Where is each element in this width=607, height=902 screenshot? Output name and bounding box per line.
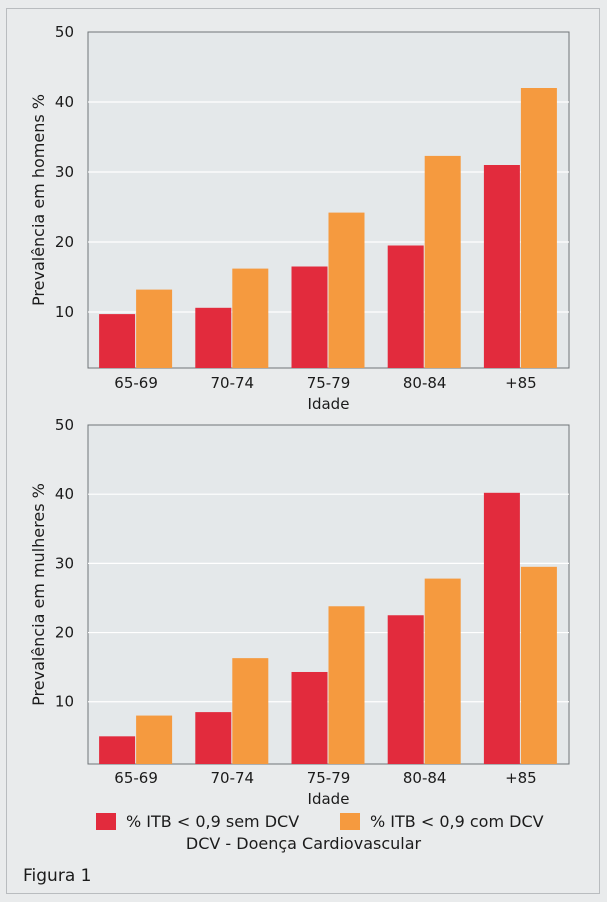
bar-sem-dcv-70-74 [195, 712, 232, 764]
y-tick-label: 50 [55, 416, 74, 434]
bar-sem-dcv-65-69 [99, 736, 136, 764]
legend-note: DCV - Doença Cardiovascular [185, 834, 422, 853]
legend-label-com-dcv: % ITB < 0,9 com DCV [370, 812, 544, 831]
y-tick-label: 40 [55, 485, 74, 503]
bar-sem-dcv-70-74 [195, 307, 232, 368]
bar-sem-dcv-80-84 [387, 615, 424, 764]
x-tick-label: 75-79 [307, 374, 351, 392]
x-tick-label: 70-74 [211, 374, 255, 392]
y-tick-label: 20 [55, 624, 74, 642]
chart-women: 10 20 30 40 50 65-69 70-74 75-79 80-84 +85 Idade Pr… [29, 416, 570, 808]
bar-com-dcv-+85 [520, 88, 557, 368]
x-tick-label: 70-74 [211, 769, 255, 787]
bar-com-dcv-75-79 [328, 606, 365, 764]
bar-sem-dcv-80-84 [387, 245, 424, 368]
y-axis-label: Prevalência em mulheres % [29, 483, 48, 706]
chart-men: 10 20 30 40 50 65-69 70-74 75-79 80-84 +85 Idade Pr… [29, 23, 570, 413]
figure-label: Figura 1 [23, 866, 92, 886]
bar-com-dcv-70-74 [232, 658, 269, 764]
y-tick-label: 20 [55, 233, 74, 251]
page-border [6, 8, 600, 894]
x-tick-label: 80-84 [403, 374, 447, 392]
bar-sem-dcv-+85 [483, 165, 520, 368]
x-axis-label: Idade [308, 790, 350, 808]
bar-com-dcv-70-74 [232, 268, 269, 368]
y-tick-label: 30 [55, 163, 74, 181]
y-tick-label: 10 [55, 693, 74, 711]
legend-swatch-com-dcv [340, 813, 360, 830]
bar-com-dcv-80-84 [424, 155, 461, 368]
x-tick-label: +85 [505, 374, 537, 392]
bar-com-dcv-+85 [520, 566, 557, 764]
legend-item-com-dcv: % ITB < 0,9 com DCV [340, 812, 544, 831]
legend-item-sem-dcv: % ITB < 0,9 sem DCV [96, 812, 299, 831]
bar-sem-dcv-+85 [483, 492, 520, 764]
bar-sem-dcv-75-79 [291, 671, 328, 764]
y-tick-label: 50 [55, 23, 74, 41]
bar-sem-dcv-65-69 [99, 314, 136, 368]
y-axis-label: Prevalência em homens % [29, 94, 48, 306]
x-tick-label: 80-84 [403, 769, 447, 787]
legend-label-sem-dcv: % ITB < 0,9 sem DCV [126, 812, 300, 831]
x-axis-label: Idade [308, 395, 350, 413]
legend-swatch-sem-dcv [96, 813, 116, 830]
y-tick-label: 40 [55, 93, 74, 111]
y-tick-label: 30 [55, 554, 74, 572]
bar-com-dcv-65-69 [136, 715, 173, 764]
x-tick-label: 65-69 [114, 769, 158, 787]
x-tick-label: 75-79 [307, 769, 351, 787]
bar-com-dcv-75-79 [328, 212, 365, 368]
x-tick-label: 65-69 [114, 374, 158, 392]
y-tick-label: 10 [55, 303, 74, 321]
bar-com-dcv-80-84 [424, 578, 461, 764]
bar-sem-dcv-75-79 [291, 266, 328, 368]
x-tick-label: +85 [505, 769, 537, 787]
bar-com-dcv-65-69 [136, 289, 173, 368]
